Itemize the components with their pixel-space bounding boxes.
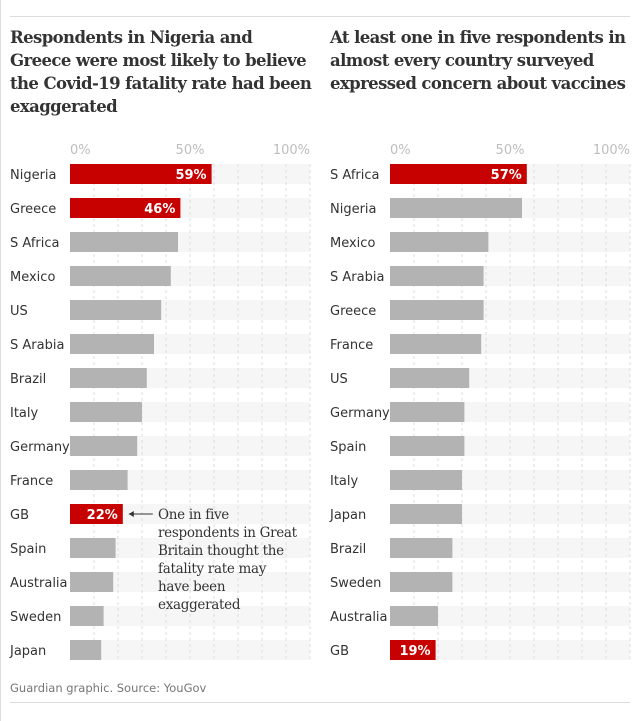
bar: [390, 300, 484, 320]
fatality-chart-title: Respondents in Nigeria and Greece were m…: [10, 28, 312, 116]
category-label: Sweden: [330, 576, 381, 591]
bar: [390, 164, 527, 184]
bar: [390, 266, 484, 286]
bar: [70, 334, 154, 354]
data-label: 19%: [399, 644, 430, 659]
bar: [390, 572, 453, 592]
category-label: US: [330, 372, 348, 387]
bar: [390, 436, 465, 456]
bar: [390, 402, 465, 422]
category-label: Spain: [330, 440, 366, 455]
bar: [70, 640, 102, 660]
category-label: Japan: [9, 644, 46, 659]
bar: [70, 266, 171, 286]
x-tick-label: 100%: [593, 143, 630, 158]
fatality-chart-panel: Respondents in Nigeria and Greece were m…: [0, 0, 312, 700]
vaccine-chart-title: At least one in five respondents in almo…: [330, 28, 626, 93]
x-tick-label: 0%: [390, 143, 411, 158]
category-label: Italy: [330, 474, 359, 489]
category-label: S Africa: [10, 236, 59, 251]
category-label: S Africa: [330, 168, 379, 183]
category-label: Germany: [330, 406, 390, 421]
bar: [70, 572, 114, 592]
bar: [70, 538, 116, 558]
bar: [390, 640, 436, 660]
category-label: Brazil: [10, 372, 46, 387]
vaccine-chart: 0% 50% 100% S Africa 57% Nigeria Mexico S Arabi…: [329, 143, 631, 660]
bar: [70, 402, 142, 422]
category-label: Germany: [10, 440, 70, 455]
bar: [70, 164, 212, 184]
category-label: GB: [330, 644, 349, 659]
bar: [390, 232, 489, 252]
category-label: France: [330, 338, 373, 353]
bar: [390, 198, 522, 218]
category-label: Australia: [10, 576, 68, 591]
bar-track: [70, 470, 310, 490]
bar: [390, 538, 453, 558]
x-tick-label: 50%: [176, 143, 205, 158]
category-label: S Arabia: [10, 338, 64, 353]
category-label: US: [10, 304, 28, 319]
category-label: Greece: [10, 202, 56, 217]
bar: [390, 470, 462, 490]
x-tick-label: 50%: [496, 143, 525, 158]
fatality-chart: 0% 50% 100% Nigeria 59% Greece 46% S Africa Mexi…: [9, 143, 311, 660]
category-label: Australia: [330, 610, 388, 625]
category-label: Nigeria: [330, 202, 377, 217]
x-tick-label: 100%: [273, 143, 310, 158]
data-label: 57%: [491, 168, 522, 183]
category-label: Mexico: [10, 270, 55, 285]
category-label: GB: [10, 508, 29, 523]
annotation-arrow-icon: [128, 511, 134, 517]
gb-annotation: One in five respondents in Great Britain…: [158, 507, 297, 613]
category-label: Greece: [330, 304, 376, 319]
category-label: Sweden: [10, 610, 61, 625]
bottom-divider: [10, 702, 630, 703]
category-label: Japan: [329, 508, 366, 523]
category-label: Brazil: [330, 542, 366, 557]
bar-track: [70, 572, 310, 592]
category-label: S Arabia: [330, 270, 384, 285]
data-label: 22%: [87, 508, 118, 523]
data-label: 46%: [144, 202, 175, 217]
frame-border: [0, 0, 1, 721]
category-label: Spain: [10, 542, 46, 557]
bar: [70, 232, 178, 252]
bar: [70, 198, 181, 218]
bar: [70, 504, 123, 524]
bar: [70, 300, 162, 320]
bar: [70, 606, 104, 626]
bar: [70, 368, 147, 388]
category-label: Nigeria: [10, 168, 57, 183]
bar: [70, 436, 138, 456]
bar: [390, 504, 462, 524]
category-label: France: [10, 474, 53, 489]
bar: [70, 470, 128, 490]
category-label: Italy: [10, 406, 39, 421]
bar: [390, 606, 438, 626]
bar: [390, 368, 470, 388]
category-label: Mexico: [330, 236, 375, 251]
source-credit: Guardian graphic. Source: YouGov: [10, 681, 207, 695]
data-label: 59%: [175, 168, 206, 183]
top-divider: [10, 16, 630, 17]
x-tick-label: 0%: [70, 143, 91, 158]
vaccine-chart-panel: At least one in five respondents in almo…: [320, 0, 631, 700]
bar: [390, 334, 482, 354]
